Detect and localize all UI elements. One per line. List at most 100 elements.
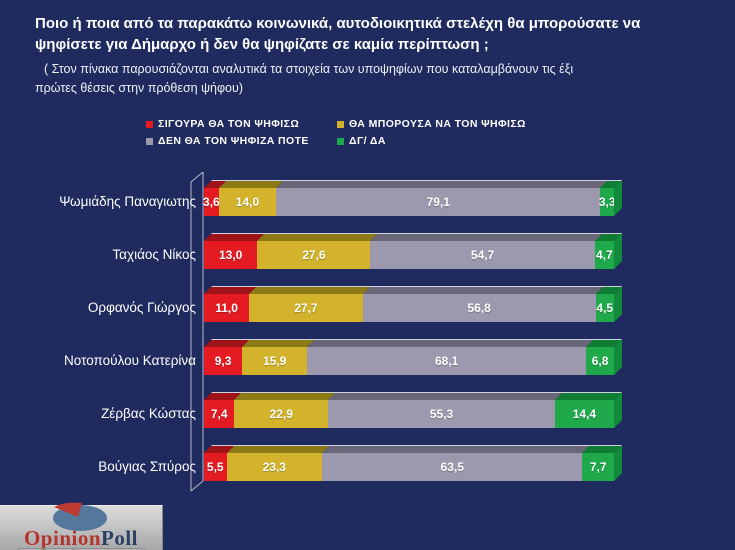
bar-top-face	[204, 445, 622, 453]
bar-segment: 4,5	[595, 294, 614, 322]
bar-end-cap	[614, 339, 622, 375]
bar-top-segment	[362, 287, 603, 294]
category-label: Ζέρβας Κώστας	[101, 406, 196, 421]
bar-segment: 27,6	[257, 241, 371, 269]
bar-value-label: 7,4	[210, 407, 228, 421]
bar-row: 9,3 15,9 68,1 6,8	[204, 347, 614, 375]
bar-value-label: 55,3	[429, 407, 454, 421]
bar-value-label: 27,6	[302, 248, 326, 262]
opinionpoll-logo: OpinionPoll Έρευνες-δημοσκοπήσεις	[0, 502, 163, 550]
pie-chart-icon	[53, 502, 107, 531]
bar-top-segment	[307, 340, 594, 347]
bar-segment: 79,1	[276, 188, 601, 216]
bar-row: 11,0 27,7 56,8 4,5	[204, 294, 614, 322]
bar-end-cap	[614, 286, 622, 322]
legend-swatch-icon	[146, 137, 153, 145]
bar-value-label: 27,7	[294, 301, 318, 315]
title-line: Ποιο ή ποια από τα παρακάτω κοινωνικά, α…	[35, 15, 641, 32]
bar-end-cap	[614, 445, 622, 481]
legend-item: ΔΓ/ ΔΑ	[337, 135, 526, 147]
bar-value-label: 4,5	[596, 301, 614, 315]
bar-value-label: 14,0	[235, 195, 260, 209]
bar-value-label: 9,3	[214, 354, 232, 368]
bar-segment: 55,3	[328, 400, 555, 428]
bar-value-label: 3,3	[598, 195, 616, 209]
category-label: Ψωμιάδης Παναγιωτης	[59, 194, 196, 209]
title-line: ψηφίσετε για Δήμαρχο ή δεν θα ψηφίζατε σ…	[35, 36, 489, 53]
legend-swatch-icon	[146, 120, 153, 128]
logo-wordmark: OpinionPoll	[0, 528, 162, 549]
page-title: Ποιο ή ποια από τα παρακάτω κοινωνικά, α…	[35, 13, 640, 55]
bar-value-label: 14,4	[572, 407, 597, 421]
legend-label: ΣΙΓΟΥΡΑ ΘΑ ΤΟΝ ΨΗΦΙΣΩ	[158, 118, 300, 130]
bar-row: 13,0 27,6 54,7 4,7	[204, 241, 614, 269]
bar-value-label: 3,6	[203, 195, 220, 209]
bar-value-label: 54,7	[470, 248, 495, 262]
bar-value-label: 22,9	[269, 407, 293, 421]
bar-value-label: 63,5	[440, 460, 464, 474]
bar-segment: 68,1	[307, 347, 587, 375]
page-subtitle: ( Στον πίνακα παρουσιάζονται αναλυτικά τ…	[35, 60, 573, 98]
bar-segment: 7,7	[582, 453, 614, 481]
legend-item: ΣΙΓΟΥΡΑ ΘΑ ΤΟΝ ΨΗΦΙΣΩ	[146, 118, 337, 130]
legend: ΣΙΓΟΥΡΑ ΘΑ ΤΟΝ ΨΗΦΙΣΩ ΘΑ ΜΠΟΡΟΥΣΑ ΝΑ ΤΟΝ …	[146, 118, 526, 147]
bar-segment: 5,5	[204, 453, 227, 481]
bar-value-label: 23,3	[262, 460, 286, 474]
bar-value-label: 11,0	[215, 301, 238, 315]
bar-segment: 54,7	[370, 241, 595, 269]
legend-label: ΔΓ/ ΔΑ	[349, 135, 386, 147]
bar-value-label: 4,7	[596, 248, 613, 262]
bar-segment: 14,0	[218, 188, 277, 216]
bar-segment: 4,7	[594, 241, 614, 269]
legend-label: ΔΕΝ ΘΑ ΤΟΝ ΨΗΦΙΖΑ ΠΟΤΕ	[158, 135, 309, 147]
bar-top-segment	[204, 234, 265, 241]
bar-row: 7,4 22,9 55,3 14,4	[204, 400, 614, 428]
bar-top-segment	[276, 181, 608, 188]
bar-segment: 56,8	[362, 294, 596, 322]
bar-segment: 23,3	[226, 453, 323, 481]
bar-top-face	[204, 180, 622, 188]
bar-top-segment	[322, 446, 590, 453]
bar-segment: 14,4	[554, 400, 614, 428]
bar-top-face	[204, 339, 622, 347]
legend-swatch-icon	[337, 120, 344, 128]
bar-end-cap	[614, 180, 622, 216]
bar-segment: 27,7	[249, 294, 363, 322]
subtitle-line: ( Στον πίνακα παρουσιάζονται αναλυτικά τ…	[44, 62, 574, 76]
bar-top-segment	[234, 393, 336, 400]
bar-top-segment	[370, 234, 602, 241]
bar-value-label: 56,8	[467, 301, 491, 315]
bar-end-cap	[614, 233, 622, 269]
bar-segment: 15,9	[242, 347, 308, 375]
bar-top-face	[204, 392, 622, 400]
bar-top-segment	[249, 287, 370, 294]
legend-item: ΔΕΝ ΘΑ ΤΟΝ ΨΗΦΙΖΑ ΠΟΤΕ	[146, 135, 337, 147]
bar-end-cap	[614, 392, 622, 428]
bar-value-label: 6,8	[591, 354, 609, 368]
bar-segment: 11,0	[204, 294, 250, 322]
legend-label: ΘΑ ΜΠΟΡΟΥΣΑ ΝΑ ΤΟΝ ΨΗΦΙΣΩ	[349, 118, 526, 130]
logo-wordmark-opinion: Opinion	[23, 526, 102, 550]
bar-top-segment	[242, 340, 315, 347]
axis-wall	[190, 171, 204, 492]
bar-value-label: 5,5	[206, 460, 224, 474]
bar-segment: 13,0	[204, 241, 258, 269]
bar-value-label: 7,7	[589, 460, 607, 474]
bar-segment: 6,8	[586, 347, 614, 375]
logo-wordmark-poll: Poll	[101, 526, 139, 550]
bar-top-segment	[257, 234, 378, 241]
subtitle-line: πρώτες θέσεις στην πρόθεση ψήφου)	[35, 81, 244, 95]
bar-row: 3,6 14,0 79,1 3,3	[203, 188, 616, 216]
bar-segment: 22,9	[234, 400, 329, 428]
bar-top-segment	[218, 181, 284, 188]
category-label: Ορφανός Γιώργος	[87, 300, 196, 315]
bar-segment: 3,3	[598, 188, 616, 216]
category-label: Ταχιάος Νίκος	[112, 247, 196, 262]
bar-value-label: 15,9	[262, 354, 287, 368]
bar-value-label: 13,0	[218, 248, 243, 262]
bar-top-segment	[328, 393, 562, 400]
legend-item: ΘΑ ΜΠΟΡΟΥΣΑ ΝΑ ΤΟΝ ΨΗΦΙΣΩ	[337, 118, 526, 130]
bar-top-segment	[226, 446, 330, 453]
bar-segment: 9,3	[204, 347, 243, 375]
